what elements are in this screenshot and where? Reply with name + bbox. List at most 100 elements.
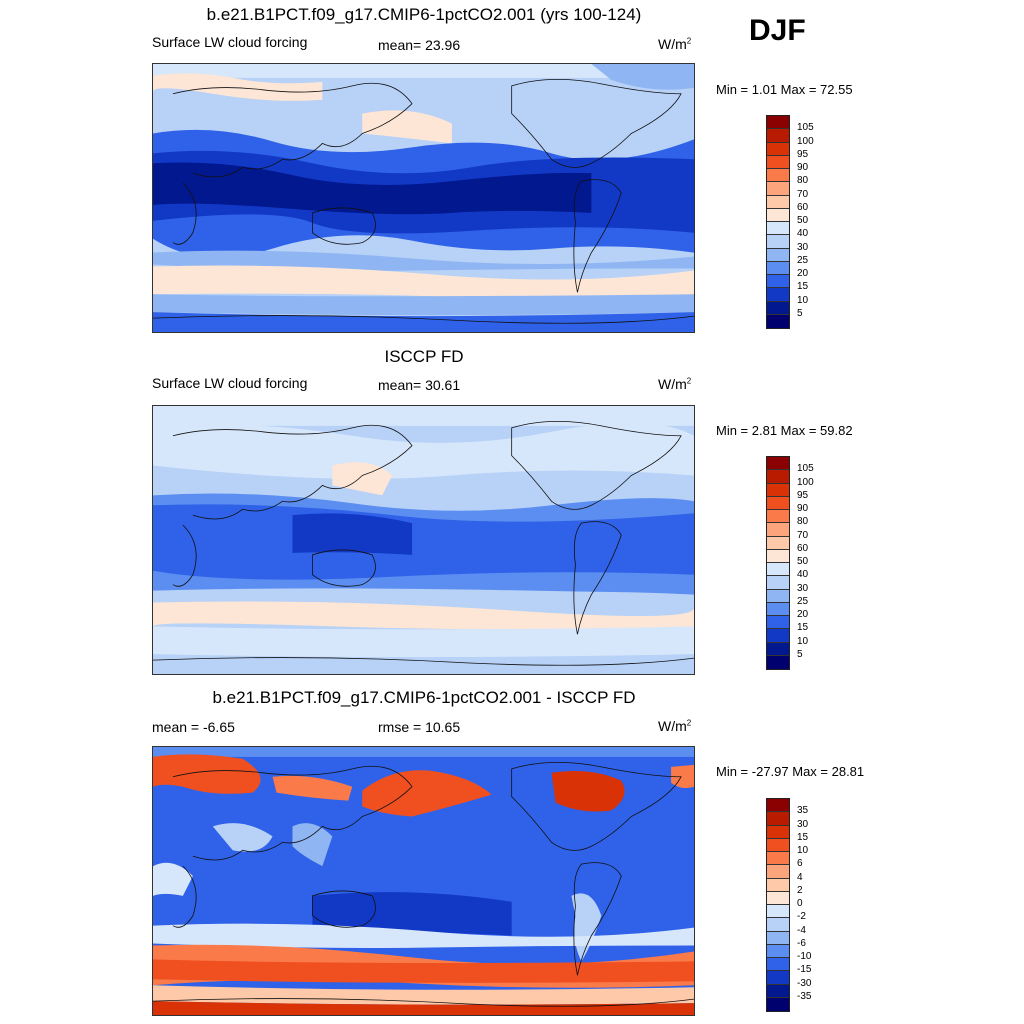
- panel1-colorbar-segment: [767, 235, 789, 249]
- panel1-colorbar-segment: [767, 261, 789, 275]
- panel1-colorbar-segment: [767, 275, 789, 289]
- panel1-colorbar-tick-label: 60: [797, 201, 809, 213]
- panel2-colorbar-segment: [767, 470, 789, 484]
- panel2-colorbar-tick-label: 25: [797, 595, 809, 607]
- panel2-colorbar-tick-label: 70: [797, 529, 809, 541]
- panel3-colorbar-segment: [767, 905, 789, 919]
- panel2-colorbar-segment: [767, 576, 789, 590]
- panel3-colorbar-tick-label: 4: [797, 871, 803, 883]
- panel3-colorbar-segment: [767, 997, 789, 1011]
- panel1-colorbar-tick-label: 25: [797, 254, 809, 266]
- panel3-units: W/m2: [658, 718, 692, 734]
- panel3-colorbar-segment: [767, 852, 789, 866]
- panel1-colorbar-tick-label: 50: [797, 215, 809, 226]
- panel2-colorbar-tick-label: 100: [797, 476, 814, 488]
- panel3-map: [152, 746, 695, 1016]
- panel3-colorbar-segment: [767, 825, 789, 839]
- panel3-colorbar-segment: [767, 971, 789, 985]
- panel2-colorbar-tick-label: 95: [797, 489, 809, 501]
- panel3-colorbar-segment: [767, 838, 789, 852]
- panel3-minmax: Min = -27.97 Max = 28.81: [716, 764, 865, 779]
- panel2-colorbar-segment: [767, 483, 789, 497]
- panel3-colorbar-segment: [767, 865, 789, 879]
- panel2-minmax: Min = 2.81 Max = 59.82: [716, 423, 853, 438]
- panel2-colorbar-tick-label: 15: [797, 622, 809, 634]
- panel2-colorbar-tick-label: 105: [797, 463, 814, 475]
- panel2-colorbar-segment: [767, 549, 789, 563]
- panel3-title: b.e21.B1PCT.f09_g17.CMIP6-1pctCO2.001 - …: [212, 688, 636, 707]
- panel3-colorbar-tick-label: -35: [797, 990, 812, 1002]
- panel1-colorbar-tick-label: 80: [797, 175, 809, 187]
- panel2-colorbar-tick-label: 10: [797, 635, 809, 647]
- panel3-colorbar-tick-label: -10: [797, 951, 812, 962]
- panel1-colorbar: [766, 115, 790, 329]
- panel3-colorbar-segment: [767, 958, 789, 972]
- panel2-map: [152, 405, 695, 675]
- panel2-colorbar-tick-label: 40: [797, 569, 809, 581]
- panel3-colorbar-segment: [767, 891, 789, 905]
- panel2-colorbar-tick-label: 90: [797, 503, 809, 514]
- panel1-colorbar-segment: [767, 248, 789, 262]
- panel1-map: [152, 63, 695, 333]
- panel3-rmse-label: rmse = 10.65: [378, 719, 461, 735]
- panel2-colorbar-segment: [767, 629, 789, 643]
- panel3-colorbar-segment: [767, 812, 789, 826]
- panel2-colorbar-segment: [767, 457, 789, 471]
- panel3-colorbar-tick-label: 0: [797, 898, 803, 909]
- panel2-variable-label: Surface LW cloud forcing: [152, 375, 308, 391]
- panel3-colorbar-segment: [767, 878, 789, 892]
- panel2-colorbar-segment: [767, 642, 789, 656]
- panel1-colorbar-segment: [767, 301, 789, 315]
- panel3-colorbar-tick-label: -4: [797, 924, 806, 936]
- panel2-mean-label: mean= 30.61: [378, 377, 461, 393]
- panel1-colorbar-tick-label: 30: [797, 241, 809, 253]
- panel2-title: ISCCP FD: [384, 347, 464, 366]
- panel2-colorbar-segment: [767, 602, 789, 616]
- panel2-colorbar-tick-label: 30: [797, 582, 809, 594]
- panel2-colorbar-tick-label: 20: [797, 609, 809, 620]
- panel3-colorbar-tick-label: 35: [797, 805, 809, 817]
- panel3-colorbar-tick-label: -15: [797, 964, 812, 976]
- panel1-colorbar-segment: [767, 155, 789, 169]
- panel2-units: W/m2: [658, 376, 692, 392]
- panel1-units: W/m2: [658, 36, 692, 52]
- panel3-colorbar-tick-label: -2: [797, 911, 806, 923]
- panel1-colorbar-tick-label: 20: [797, 268, 809, 279]
- panel3-colorbar-segment: [767, 918, 789, 932]
- panel1-title: b.e21.B1PCT.f09_g17.CMIP6-1pctCO2.001 (y…: [206, 5, 642, 24]
- panel1-mean-label: mean= 23.96: [378, 37, 461, 53]
- panel2-colorbar: [766, 456, 790, 670]
- panel2-colorbar-segment: [767, 616, 789, 630]
- panel2-colorbar-segment: [767, 563, 789, 577]
- panel1-colorbar-tick-label: 105: [797, 122, 814, 134]
- panel2-colorbar-segment: [767, 523, 789, 537]
- panel1-colorbar-segment: [767, 222, 789, 236]
- panel3-colorbar-tick-label: -30: [797, 977, 812, 989]
- panel1-colorbar-segment: [767, 195, 789, 209]
- panel3-colorbar-tick-label: 10: [797, 845, 809, 856]
- panel1-colorbar-segment: [767, 182, 789, 196]
- panel3-colorbar-tick-label: 2: [797, 884, 803, 896]
- panel1-colorbar-segment: [767, 116, 789, 130]
- panel2-colorbar-segment: [767, 655, 789, 669]
- panel2-colorbar-tick-label: 50: [797, 556, 809, 567]
- panel1-colorbar-tick-label: 15: [797, 281, 809, 293]
- panel1-colorbar-segment: [767, 288, 789, 302]
- panel1-colorbar-tick-label: 90: [797, 162, 809, 173]
- panel1-colorbar-tick-label: 95: [797, 148, 809, 160]
- panel2-colorbar-tick-label: 60: [797, 542, 809, 554]
- panel3-colorbar-tick-label: 30: [797, 818, 809, 830]
- panel2-colorbar-segment: [767, 496, 789, 510]
- panel3-colorbar-tick-label: 6: [797, 858, 803, 870]
- panel1-colorbar-segment: [767, 208, 789, 222]
- panel1-colorbar-tick-label: 40: [797, 228, 809, 240]
- panel3-colorbar-segment: [767, 944, 789, 958]
- panel1-colorbar-tick-label: 10: [797, 294, 809, 306]
- panel3-mean-label: mean = -6.65: [152, 719, 235, 735]
- panel1-minmax: Min = 1.01 Max = 72.55: [716, 82, 853, 97]
- panel3-colorbar-tick-label: -6: [797, 937, 806, 949]
- panel3-colorbar-segment: [767, 799, 789, 813]
- panel1-colorbar-tick-label: 70: [797, 188, 809, 200]
- panel1-variable-label: Surface LW cloud forcing: [152, 34, 308, 50]
- panel3-colorbar: [766, 798, 790, 1012]
